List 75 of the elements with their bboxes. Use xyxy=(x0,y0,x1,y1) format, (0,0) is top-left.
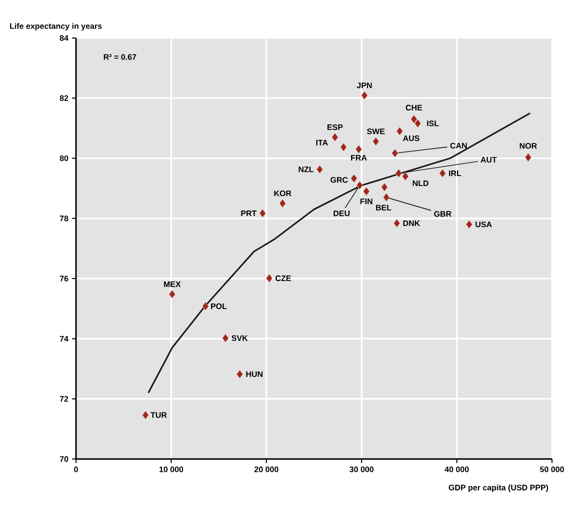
annotation: DNK xyxy=(403,220,420,226)
point xyxy=(236,370,244,379)
point xyxy=(222,334,229,342)
annotation: NZL xyxy=(298,166,314,172)
point xyxy=(340,142,347,152)
annotation: CAN xyxy=(450,142,467,148)
annotation: CZE xyxy=(276,275,291,282)
annotation: R² = 0.67 xyxy=(104,54,136,60)
annotation: JPN xyxy=(356,82,372,88)
annotation: AUS xyxy=(402,135,420,142)
point xyxy=(372,137,380,146)
point xyxy=(394,218,400,228)
annotation: POL xyxy=(211,303,227,310)
annotation: ITA xyxy=(316,140,328,146)
point xyxy=(381,182,388,192)
point xyxy=(356,180,363,190)
point xyxy=(395,168,402,178)
annotation: TUR xyxy=(150,412,167,418)
annotation: GRC xyxy=(330,177,348,183)
y-tick-label: 84 xyxy=(60,35,68,41)
x-tick-label: 30 000 xyxy=(350,466,374,472)
y-tick-label: 76 xyxy=(60,276,68,282)
x-axis-title: GDP per capita (USD PPP) xyxy=(448,484,548,492)
point xyxy=(402,172,409,181)
annotation: SWE xyxy=(367,128,385,134)
point xyxy=(392,148,398,158)
y-tick-label: 72 xyxy=(60,396,68,402)
x-tick-label: 0 xyxy=(74,466,78,472)
y-tick-label: 78 xyxy=(60,216,68,222)
point xyxy=(396,126,403,136)
point xyxy=(414,119,422,128)
annotation: NLD xyxy=(412,180,428,186)
annotation: BEL xyxy=(376,204,392,210)
point xyxy=(332,132,338,142)
point xyxy=(168,290,176,299)
annotation: NOR xyxy=(520,142,537,149)
point xyxy=(363,187,370,196)
y-tick-label: 70 xyxy=(60,456,68,462)
point xyxy=(202,302,209,311)
annotation: SVK xyxy=(232,335,248,341)
annotation: PRT xyxy=(241,210,257,216)
x-tick-label: 20 000 xyxy=(254,466,278,472)
annotation: HUN xyxy=(246,371,262,377)
annotation: FIN xyxy=(360,198,372,204)
annotation: FRA xyxy=(351,154,367,160)
annotation: DEU xyxy=(334,210,350,216)
point xyxy=(316,165,324,174)
point xyxy=(350,174,358,183)
point xyxy=(259,208,266,218)
y-tick-label: 74 xyxy=(60,336,68,342)
point xyxy=(142,410,149,420)
annotation: KOR xyxy=(274,190,292,196)
annotation: MEX xyxy=(164,281,181,287)
point xyxy=(361,91,368,100)
annotation: AUT xyxy=(480,156,497,163)
annotation: IRL xyxy=(449,170,462,176)
annotation: CHE xyxy=(406,104,422,110)
x-tick-label: 50 000 xyxy=(540,466,564,472)
annotation: USA xyxy=(476,222,492,228)
point xyxy=(279,199,286,208)
point xyxy=(439,168,446,178)
x-tick-label: 10 000 xyxy=(159,466,184,472)
annotation: ISL xyxy=(427,120,439,126)
point xyxy=(383,193,390,202)
annotation: ESP xyxy=(327,124,343,130)
y-tick-label: 80 xyxy=(60,155,68,162)
y-tick-label: 82 xyxy=(60,95,68,101)
annotation: GBR xyxy=(434,211,452,217)
point xyxy=(524,153,532,162)
point xyxy=(410,114,418,124)
point xyxy=(355,144,362,154)
y-axis-title: Life expectancy in years xyxy=(10,22,102,30)
point xyxy=(466,220,472,229)
point xyxy=(266,274,273,283)
x-tick-label: 40 000 xyxy=(444,466,469,472)
